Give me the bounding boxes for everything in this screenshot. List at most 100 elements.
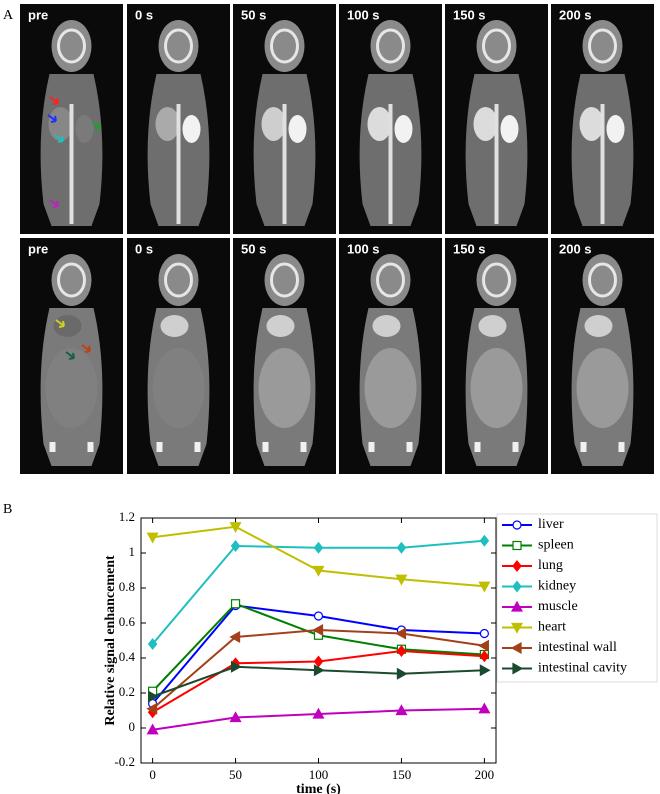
series: [148, 660, 491, 703]
series: [147, 534, 490, 650]
skull: [270, 28, 299, 64]
spine: [69, 104, 74, 224]
y-tick-label: 0.6: [119, 614, 136, 629]
skull: [588, 28, 617, 64]
skull: [270, 262, 299, 298]
organ: [367, 107, 392, 141]
head: [582, 254, 623, 306]
marker: [229, 711, 242, 723]
abdomen: [258, 348, 311, 428]
mouse-silhouette: [147, 254, 210, 466]
organ: [160, 315, 189, 337]
arrow: [47, 114, 57, 123]
organ: [478, 315, 507, 337]
skull: [164, 28, 193, 64]
legend-label: liver: [538, 517, 564, 532]
marker: [313, 655, 324, 668]
marker: [312, 565, 325, 577]
paw: [474, 442, 481, 452]
legend-box: [496, 513, 658, 683]
mouse-silhouette: [147, 20, 210, 226]
mouse-silhouette: [465, 20, 528, 226]
marker: [396, 645, 407, 657]
marker: [510, 600, 524, 612]
organ: [155, 107, 180, 141]
y-tick-label: 0: [129, 719, 136, 734]
series: [147, 645, 490, 719]
series: [146, 702, 491, 735]
time-label: 150 s: [453, 7, 486, 22]
line: [152, 525, 485, 588]
image-grid: pre 0 s 50 s 100 s 150 s 200 s pre 0 s 50 s 100 s…: [20, 4, 654, 474]
skull: [376, 262, 405, 298]
abdomen: [470, 348, 523, 428]
x-tick-label: 100: [309, 767, 329, 782]
marker: [396, 667, 408, 680]
abdomen: [364, 348, 417, 428]
marker: [396, 541, 407, 554]
arrow: [54, 134, 64, 143]
time-label: 100 s: [347, 7, 380, 22]
marker: [147, 638, 158, 650]
x-tick-label: 0: [149, 767, 156, 782]
arrow: [81, 344, 91, 353]
marker: [510, 622, 524, 634]
y-tick-label: 1.2: [119, 509, 135, 524]
x-tick-label: 50: [229, 767, 242, 782]
marker: [395, 627, 407, 640]
legend-label: kidney: [538, 579, 576, 594]
organ: [372, 315, 401, 337]
chart: -0.2 0 0.2 0.4 0.6 0.8 1 1.2 0 50 100 150 200 time (s…: [103, 509, 658, 794]
arrow: [65, 351, 75, 360]
organ: [266, 315, 295, 337]
abdomen: [152, 348, 205, 428]
marker: [512, 560, 522, 572]
skull: [57, 262, 86, 298]
spine: [176, 104, 181, 224]
arrow: [91, 121, 101, 130]
time-label: 0 s: [135, 7, 153, 22]
mouse-silhouette: [359, 254, 422, 466]
marker: [510, 641, 522, 655]
paw: [368, 442, 375, 452]
paw: [156, 442, 163, 452]
marker: [512, 580, 522, 593]
x-axis-label: time (s): [296, 782, 341, 794]
spine: [600, 104, 605, 224]
spine: [494, 104, 499, 224]
arrow: [49, 96, 59, 105]
y-tick-label: 0.4: [119, 649, 136, 664]
y-tick-label: 0.8: [119, 579, 135, 594]
time-label: pre: [28, 7, 48, 22]
head: [582, 20, 623, 72]
organ: [584, 315, 613, 337]
head: [158, 254, 199, 306]
time-label: 100 s: [347, 241, 380, 256]
marker: [312, 707, 325, 719]
mouse-silhouette: [253, 254, 316, 466]
organ: [394, 115, 413, 143]
time-label: 50 s: [241, 7, 266, 22]
organ: [500, 115, 519, 143]
organ: [261, 107, 286, 141]
x-tick-label: 150: [392, 767, 412, 782]
marker: [146, 702, 158, 715]
skull: [376, 28, 405, 64]
series: [146, 522, 491, 593]
mouse-silhouette: [571, 254, 634, 466]
paw: [194, 442, 201, 452]
paw: [618, 442, 625, 452]
y-tick-label: 1: [129, 544, 136, 559]
marker: [512, 540, 522, 551]
panel-label: B: [3, 502, 12, 517]
marker: [479, 628, 489, 639]
organ: [48, 107, 73, 141]
time-label: 0 s: [135, 241, 153, 256]
mouse-silhouette: [40, 20, 103, 226]
skull: [57, 28, 86, 64]
mouse-silhouette: [359, 20, 422, 226]
head: [476, 20, 517, 72]
marker: [230, 540, 241, 552]
time-label: pre: [28, 241, 48, 256]
